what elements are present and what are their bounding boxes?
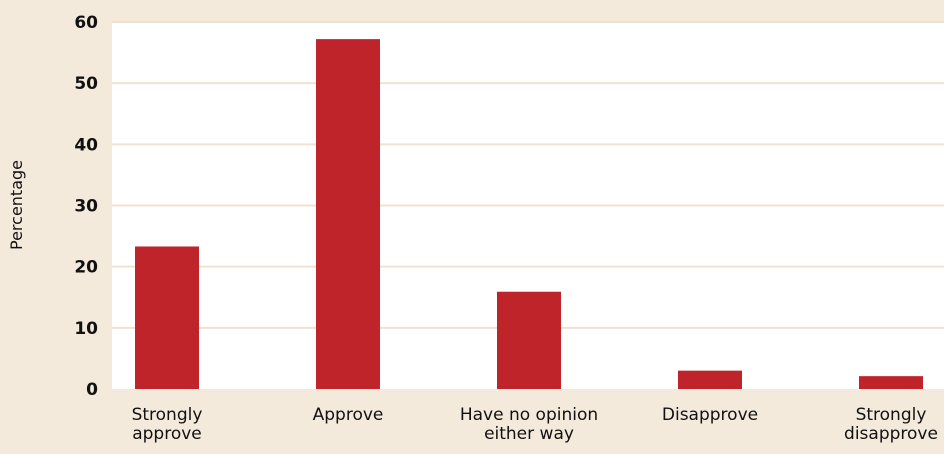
x-category-label-line: Disapprove (662, 405, 758, 425)
x-category-label: Disapprove (662, 405, 758, 425)
x-category-label: Strongly approve (132, 405, 203, 444)
y-tick-label: 50 (74, 74, 98, 94)
y-tick-label: 60 (74, 13, 98, 33)
y-axis-label: Percentage (7, 160, 26, 250)
x-category-label-line: Strongly (856, 405, 927, 425)
y-axis-ticks: 0 10 20 30 40 50 60 (74, 13, 98, 400)
x-category-label-line: disapprove (844, 424, 938, 444)
y-tick-label: 30 (74, 197, 98, 217)
x-category-label-line: either way (484, 424, 574, 444)
y-tick-label: 20 (74, 258, 98, 278)
bars (135, 39, 923, 389)
bar (678, 370, 742, 389)
x-category-label-line: Approve (313, 405, 384, 425)
x-category-label: Approve (313, 405, 384, 425)
x-category-label: Have no opinion either way (460, 405, 598, 444)
y-tick-label: 40 (74, 135, 98, 155)
bar (497, 291, 561, 389)
bar (316, 39, 380, 389)
y-tick-label: 10 (74, 319, 98, 339)
x-category-label-line: Strongly (132, 405, 203, 425)
bar (135, 246, 199, 389)
gridlines (112, 21, 944, 329)
x-category-label-line: approve (132, 424, 202, 444)
y-tick-label: 0 (86, 380, 98, 400)
x-category-label: Strongly disapprove (844, 405, 938, 444)
bar (859, 376, 923, 389)
x-category-label-line: Have no opinion (460, 405, 598, 425)
